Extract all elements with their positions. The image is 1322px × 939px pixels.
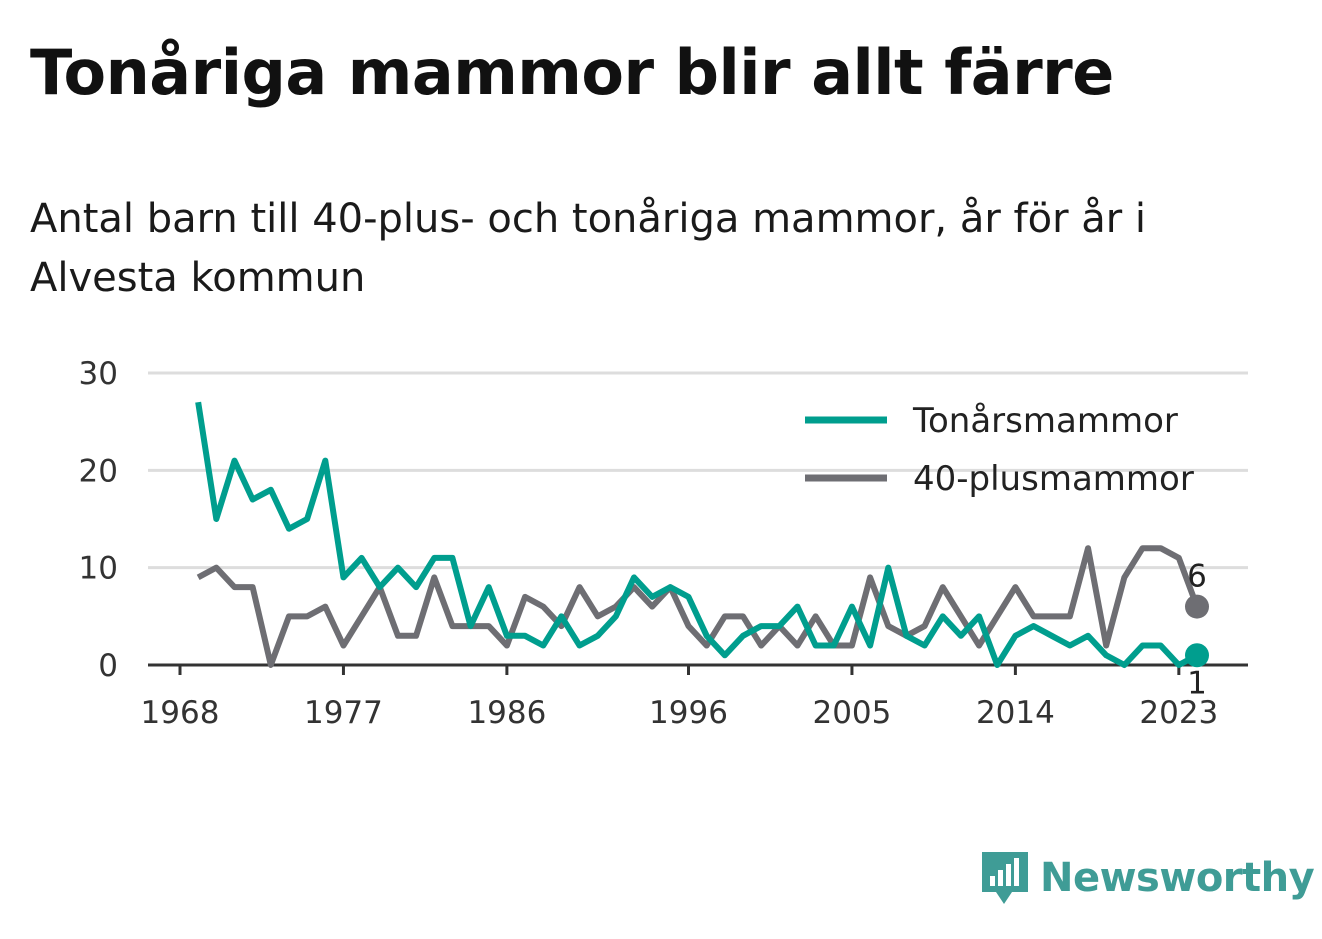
- series-line-40-plusmammor: [196, 545, 1200, 668]
- chart-title: Tonåriga mammor blir allt färre: [30, 36, 1114, 109]
- end-point-marker: [1185, 594, 1209, 619]
- legend-label: Tonårsmammor: [912, 401, 1178, 441]
- brand-name: Newsworthy: [1040, 855, 1315, 901]
- end-value-label: 6: [1187, 559, 1207, 595]
- end-point-marker: [1185, 643, 1209, 668]
- chart-subtitle: Antal barn till 40-plus- och tonåriga ma…: [30, 196, 1147, 301]
- newsworthy-logo-icon: [982, 852, 1028, 904]
- x-tick-label: 1996: [649, 695, 728, 731]
- x-tick-label: 1968: [141, 695, 220, 731]
- series-line-tonarsmammor: [195, 401, 1199, 668]
- legend-label: 40-plusmammor: [913, 459, 1194, 499]
- x-tick-label: 2023: [1139, 695, 1218, 731]
- brand: Newsworthy: [980, 848, 1315, 908]
- x-tick-label: 1977: [304, 695, 383, 731]
- y-tick-label: 10: [79, 551, 118, 587]
- x-tick-label: 1986: [467, 695, 546, 731]
- y-tick-label: 30: [79, 356, 118, 392]
- end-value-label: 1: [1187, 665, 1207, 701]
- x-tick-label: 2014: [976, 695, 1055, 731]
- x-tick-label: 2005: [812, 695, 891, 731]
- y-tick-label: 20: [79, 453, 118, 489]
- y-tick-label: 0: [98, 648, 118, 684]
